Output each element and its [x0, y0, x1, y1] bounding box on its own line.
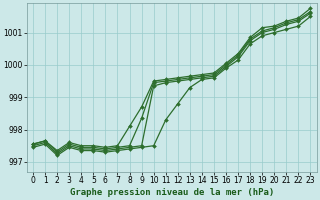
X-axis label: Graphe pression niveau de la mer (hPa): Graphe pression niveau de la mer (hPa) [70, 188, 274, 197]
